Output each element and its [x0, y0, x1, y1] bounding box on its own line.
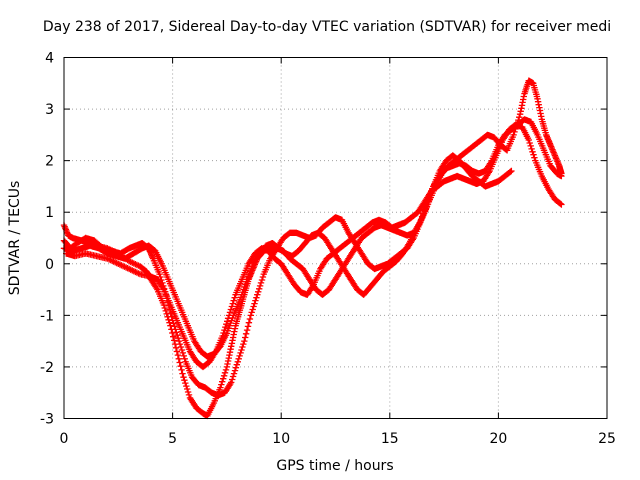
x-tick-label: 10: [272, 431, 290, 447]
data-marks: [60, 77, 565, 420]
x-tick-label: 0: [60, 431, 69, 447]
x-tick-label: 25: [598, 431, 616, 447]
plus-marker-track: [60, 116, 565, 399]
series-track-2: [60, 116, 565, 399]
plus-marker-track: [60, 77, 565, 360]
y-tick-labels: -3 -2 -1 0 1 2 3 4: [40, 51, 54, 428]
y-tick-label: 3: [45, 102, 54, 118]
plus-marker-track: [60, 152, 515, 420]
y-tick-label: 0: [45, 257, 54, 273]
grid: [64, 57, 607, 419]
x-tick-label: 15: [381, 431, 399, 447]
chart-title: Day 238 of 2017, Sidereal Day-to-day VTE…: [43, 19, 611, 35]
x-tick-label: 5: [168, 431, 177, 447]
series-track-4: [63, 121, 565, 371]
plot-frame: [63, 57, 608, 419]
x-tick-label: 20: [489, 431, 507, 447]
x-tick-labels: 0 5 10 15 20 25: [60, 431, 616, 447]
axis-ticks: [63, 57, 608, 419]
series-track-1: [60, 152, 515, 420]
y-axis-title: SDTVAR / TECUs: [7, 181, 23, 296]
y-tick-label: 1: [45, 205, 54, 221]
y-tick-label: 4: [45, 51, 54, 67]
y-tick-label: 2: [45, 154, 54, 170]
y-tick-label: -2: [40, 360, 54, 376]
series-track-3: [60, 77, 565, 360]
plus-marker-track: [63, 121, 565, 371]
y-tick-label: -1: [40, 308, 54, 324]
x-axis-title: GPS time / hours: [276, 458, 393, 474]
y-tick-label: -3: [40, 412, 54, 428]
